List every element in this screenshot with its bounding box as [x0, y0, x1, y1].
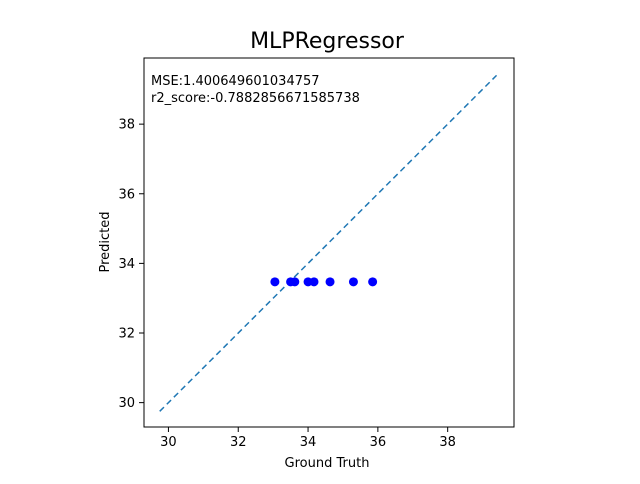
scatter-point: [325, 277, 335, 287]
y-tick-label: 30: [118, 396, 135, 411]
y-axis-label: Predicted: [98, 211, 113, 272]
y-tick-label: 34: [118, 257, 135, 272]
scatter-point: [368, 277, 378, 287]
identity-reference-line: [159, 74, 498, 412]
scatter-point: [290, 277, 300, 287]
y-axis: 30 32 34 36 38: [118, 118, 144, 411]
reference-line-layer: [159, 74, 498, 412]
x-axis: 30 32 34 36 38: [160, 427, 456, 450]
y-tick-label: 38: [118, 118, 135, 133]
x-tick-label: 38: [439, 435, 456, 450]
chart-title: MLPRegressor: [250, 29, 405, 54]
scatter-point: [270, 277, 280, 287]
y-tick-label: 32: [118, 327, 135, 342]
x-tick-label: 30: [160, 435, 177, 450]
x-tick-label: 32: [230, 435, 247, 450]
r2-score-annotation: r2_score:-0.7882856671585738: [151, 91, 360, 106]
plot-frame: [143, 57, 515, 428]
points-layer: [270, 277, 378, 287]
x-axis-label: Ground Truth: [285, 456, 370, 471]
x-tick-label: 36: [370, 435, 387, 450]
x-tick-label: 34: [300, 435, 317, 450]
y-tick-label: 36: [118, 187, 135, 202]
mse-annotation: MSE:1.400649601034757: [151, 74, 320, 89]
scatter-point: [309, 277, 319, 287]
scatter-point: [348, 277, 358, 287]
